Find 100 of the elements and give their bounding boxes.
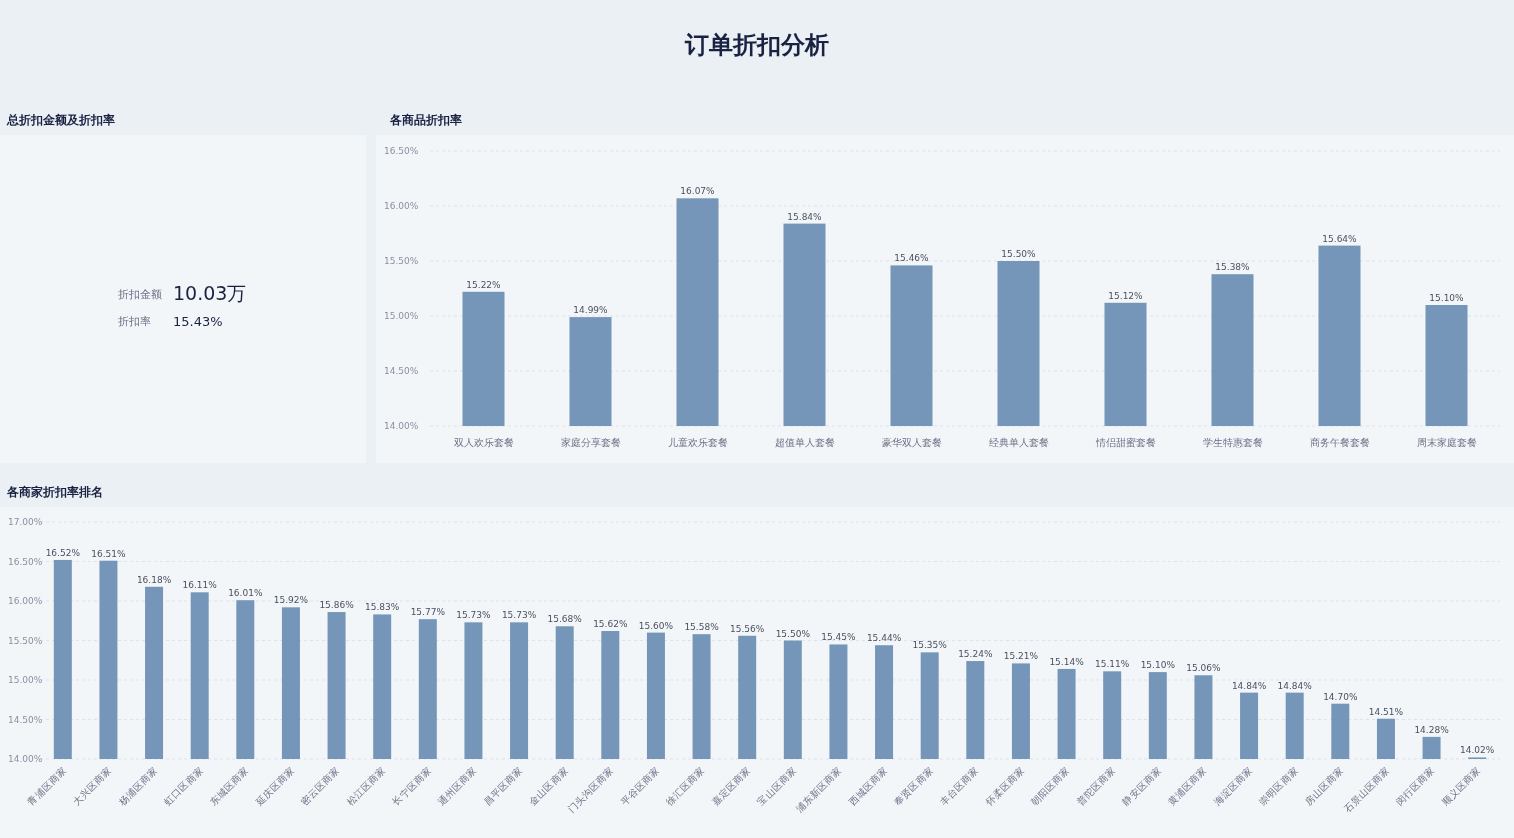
data-label: 14.99% xyxy=(573,305,609,316)
data-label: 15.35% xyxy=(912,640,948,651)
x-tick-label: 大兴区商家 xyxy=(70,764,114,808)
y-tick-label: 14.00% xyxy=(384,421,419,431)
data-label: 15.68% xyxy=(547,614,583,625)
y-tick-label: 15.00% xyxy=(384,311,419,321)
x-tick-label: 虹口区商家 xyxy=(161,764,206,808)
y-tick-label: 15.50% xyxy=(8,635,43,646)
text: 总折扣金额及折扣率 xyxy=(6,113,115,127)
chart-title: 各商品折扣率 xyxy=(389,113,462,127)
y-tick-label: 16.00% xyxy=(384,201,419,211)
x-tick-label: 静安区商家 xyxy=(1120,764,1164,808)
x-tick-label: 海淀区商家 xyxy=(1211,764,1255,808)
x-tick-label: 通州区商家 xyxy=(435,764,479,808)
data-label: 14.84% xyxy=(1231,680,1267,691)
data-label: 14.28% xyxy=(1414,724,1450,735)
text: 10.03万 xyxy=(173,282,247,304)
chart-title: 各商家折扣率排名 xyxy=(6,485,103,499)
x-tick-label: 宝山区商家 xyxy=(755,764,799,808)
x-tick-label: 杨浦区商家 xyxy=(115,764,160,809)
x-tick-label: 西城区商家 xyxy=(846,764,890,808)
y-tick-label: 16.50% xyxy=(8,556,43,567)
x-tick-label: 商务午餐套餐 xyxy=(1309,437,1370,448)
text: 订单折扣分析 xyxy=(684,31,829,59)
data-label: 15.46% xyxy=(894,253,930,264)
data-label: 15.44% xyxy=(866,633,902,644)
x-tick-label: 长宁区商家 xyxy=(390,764,434,808)
data-label: 16.01% xyxy=(228,588,263,599)
data-label: 16.18% xyxy=(136,574,172,585)
x-tick-label: 奉贤区商家 xyxy=(891,764,936,808)
text: 折扣率 xyxy=(118,315,151,328)
x-tick-label: 徐汇区商家 xyxy=(663,764,707,808)
x-tick-label: 黄浦区商家 xyxy=(1165,764,1209,808)
data-label: 15.45% xyxy=(821,632,857,643)
data-label: 15.10% xyxy=(1140,660,1176,671)
x-tick-label: 青浦区商家 xyxy=(25,764,69,808)
text: 折扣金额 xyxy=(118,288,162,301)
data-label: 15.58% xyxy=(684,622,720,633)
data-label: 15.60% xyxy=(638,620,674,631)
x-tick-label: 密云区商家 xyxy=(298,764,342,808)
x-tick-label: 朝阳区商家 xyxy=(1028,764,1072,808)
data-label: 15.24% xyxy=(958,649,993,660)
data-label: 16.11% xyxy=(182,580,218,591)
x-tick-label: 崇明区商家 xyxy=(1256,764,1301,808)
y-tick-label: 16.00% xyxy=(8,596,43,606)
data-label: 14.51% xyxy=(1368,706,1404,717)
data-label: 14.02% xyxy=(1460,745,1495,756)
x-tick-label: 普陀区商家 xyxy=(1074,764,1118,808)
data-label: 15.73% xyxy=(456,610,492,621)
data-label: 15.62% xyxy=(593,619,628,630)
y-tick-label: 15.50% xyxy=(384,256,419,266)
x-tick-label: 平谷区商家 xyxy=(618,764,662,808)
x-tick-label: 闵行区商家 xyxy=(1393,764,1437,808)
data-label: 16.52% xyxy=(45,547,81,558)
data-label: 15.84% xyxy=(787,211,823,222)
data-label: 14.84% xyxy=(1277,680,1313,691)
data-label: 15.38% xyxy=(1215,262,1251,273)
y-tick-label: 16.50% xyxy=(384,146,419,156)
data-label: 14.70% xyxy=(1323,691,1358,702)
data-label: 15.73% xyxy=(501,610,537,621)
data-label: 15.12% xyxy=(1108,290,1144,301)
x-tick-label: 延庆区商家 xyxy=(252,764,297,809)
x-tick-label: 嘉定区商家 xyxy=(709,764,753,808)
x-tick-label: 经典单人套餐 xyxy=(988,437,1049,448)
x-tick-label: 儿童欢乐套餐 xyxy=(667,437,728,448)
data-label: 15.06% xyxy=(1186,663,1222,674)
y-tick-label: 14.50% xyxy=(384,366,419,376)
x-tick-label: 丰台区商家 xyxy=(937,764,981,808)
x-tick-label: 顺义区商家 xyxy=(1439,764,1483,808)
x-tick-label: 超值单人套餐 xyxy=(774,437,835,448)
data-label: 15.64% xyxy=(1322,233,1358,244)
x-tick-label: 周末家庭套餐 xyxy=(1416,437,1477,448)
data-label: 16.51% xyxy=(91,548,127,559)
text: 15.43% xyxy=(173,314,223,329)
data-label: 15.10% xyxy=(1429,293,1465,303)
x-tick-label: 情侣甜蜜套餐 xyxy=(1094,437,1156,448)
y-tick-label: 14.50% xyxy=(8,714,43,725)
x-tick-label: 豪华双人套餐 xyxy=(881,437,942,448)
data-label: 15.50% xyxy=(1001,249,1037,259)
data-label: 16.07% xyxy=(680,186,716,197)
data-label: 15.14% xyxy=(1049,656,1085,667)
x-tick-label: 昌平区商家 xyxy=(481,764,525,808)
data-label: 15.21% xyxy=(1003,651,1039,662)
data-label: 15.86% xyxy=(319,600,355,611)
x-tick-label: 双人欢乐套餐 xyxy=(453,437,514,448)
data-label: 15.56% xyxy=(730,623,765,634)
data-label: 15.83% xyxy=(365,602,400,613)
x-tick-label: 东城区商家 xyxy=(207,764,251,808)
data-label: 15.50% xyxy=(775,628,811,639)
x-tick-label: 家庭分享套餐 xyxy=(560,437,621,448)
x-tick-label: 松江区商家 xyxy=(344,764,388,808)
x-tick-label: 学生特惠套餐 xyxy=(1202,437,1263,448)
data-label: 15.92% xyxy=(273,595,309,606)
y-tick-label: 17.00% xyxy=(8,517,43,527)
x-tick-label: 怀柔区商家 xyxy=(982,764,1027,809)
y-tick-label: 15.00% xyxy=(8,675,43,685)
data-label: 15.22% xyxy=(466,279,502,290)
y-tick-label: 14.00% xyxy=(8,754,43,764)
data-label: 15.11% xyxy=(1095,659,1130,670)
data-label: 15.77% xyxy=(410,607,446,618)
